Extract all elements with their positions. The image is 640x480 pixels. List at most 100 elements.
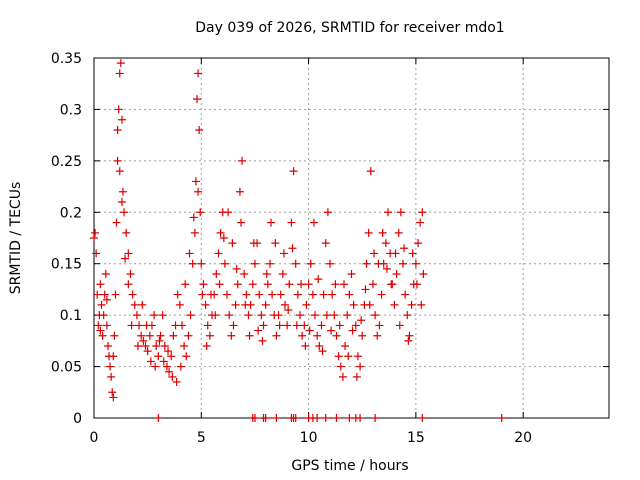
data-point <box>301 342 310 350</box>
data-point <box>328 290 337 299</box>
data-point <box>236 218 245 227</box>
data-point <box>91 228 100 237</box>
data-point <box>396 208 405 217</box>
data-point <box>227 331 236 340</box>
data-point <box>113 126 122 134</box>
data-point <box>357 316 366 325</box>
data-point <box>189 213 198 222</box>
data-point <box>279 249 288 258</box>
data-point <box>390 300 399 309</box>
data-point <box>146 357 155 366</box>
data-point <box>197 259 206 268</box>
data-point <box>418 208 427 217</box>
y-tick-label: 0 <box>73 411 82 427</box>
data-point <box>300 321 309 330</box>
data-point <box>399 259 407 268</box>
data-point <box>255 290 264 299</box>
data-point <box>259 321 268 330</box>
x-tick-label: 10 <box>300 430 318 446</box>
y-tick-label: 0.1 <box>60 308 82 324</box>
data-point <box>137 331 146 340</box>
data-point <box>382 264 391 273</box>
data-point <box>403 311 412 320</box>
data-point <box>289 167 298 176</box>
data-point <box>133 342 142 350</box>
x-tick-label: 0 <box>90 430 99 446</box>
data-point <box>414 239 423 248</box>
data-point <box>225 311 234 320</box>
data-point <box>176 362 185 371</box>
data-point <box>395 321 404 330</box>
data-point <box>356 362 365 371</box>
data-point <box>194 69 203 78</box>
data-point <box>248 280 257 289</box>
data-point <box>412 280 421 289</box>
data-point <box>141 342 150 350</box>
data-point <box>288 244 297 253</box>
data-point <box>250 259 259 268</box>
data-point <box>138 300 147 309</box>
data-point <box>241 300 250 309</box>
data-point <box>196 208 205 217</box>
data-point <box>184 331 193 340</box>
axes <box>93 57 610 419</box>
data-point <box>353 352 362 361</box>
data-point <box>263 280 272 289</box>
data-point <box>96 326 105 335</box>
data-point <box>364 228 373 237</box>
data-point <box>383 208 392 217</box>
data-point <box>374 259 383 268</box>
data-point <box>177 321 186 330</box>
data-point <box>124 249 133 258</box>
data-point <box>220 259 229 268</box>
data-point <box>190 228 199 237</box>
data-point <box>186 311 195 320</box>
data-point <box>331 280 340 289</box>
data-point <box>292 321 301 330</box>
data-point <box>349 300 358 309</box>
data-point <box>112 218 121 227</box>
chart-title: Day 039 of 2026, SRMTID for receiver mdo… <box>195 20 504 36</box>
data-point <box>297 280 306 289</box>
data-point <box>405 331 414 340</box>
data-point <box>387 280 396 289</box>
data-point <box>311 311 320 320</box>
data-point <box>154 414 163 422</box>
data-point <box>116 59 125 68</box>
data-point <box>332 331 341 340</box>
data-point <box>348 326 357 335</box>
data-point <box>156 331 165 340</box>
data-point <box>117 198 126 206</box>
data-point <box>110 331 119 340</box>
plot-frame <box>93 57 610 419</box>
data-point <box>224 208 233 217</box>
data-point <box>191 177 200 186</box>
data-point <box>404 336 413 345</box>
data-point <box>368 280 377 289</box>
data-point <box>335 321 344 330</box>
data-point <box>309 218 318 227</box>
data-point <box>101 270 110 278</box>
data-point <box>111 290 120 299</box>
data-point <box>287 218 296 227</box>
data-point <box>365 300 374 309</box>
data-point <box>278 270 287 278</box>
data-point <box>132 311 141 320</box>
y-tick-label: 0.05 <box>51 360 82 376</box>
data-point <box>211 311 220 320</box>
data-point <box>344 352 353 361</box>
data-point <box>391 249 400 258</box>
data-point <box>392 270 401 278</box>
data-point <box>272 414 281 422</box>
data-point <box>271 239 280 248</box>
data-point <box>216 228 225 237</box>
y-tick-label: 0.3 <box>60 102 82 118</box>
data-point <box>347 270 356 278</box>
data-point <box>198 290 207 299</box>
data-point <box>240 270 249 278</box>
data-point <box>181 280 190 289</box>
data-point <box>319 290 328 299</box>
data-point <box>151 362 160 371</box>
